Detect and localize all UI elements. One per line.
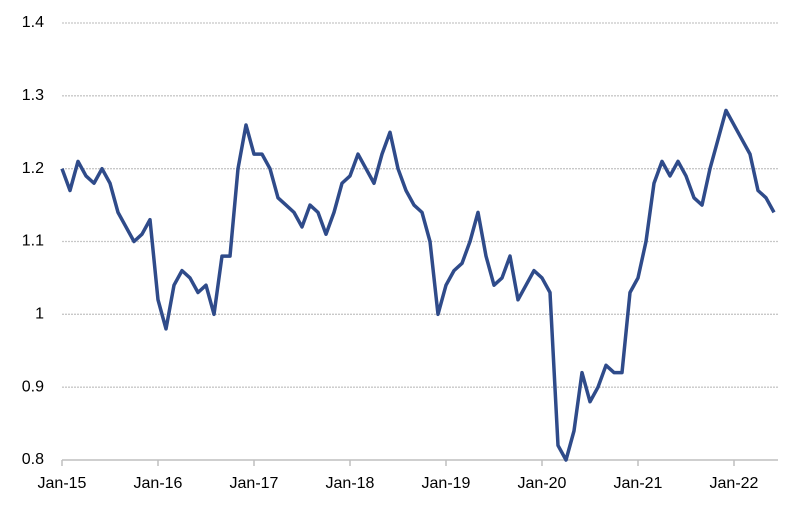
x-tick-label: Jan-19 xyxy=(422,475,471,492)
x-tick-label: Jan-17 xyxy=(230,475,279,492)
x-tick-label: Jan-15 xyxy=(38,475,87,492)
y-tick-label: 1.3 xyxy=(22,87,44,104)
y-tick-label: 1.1 xyxy=(22,233,44,250)
y-tick-label: 0.9 xyxy=(22,378,44,395)
y-tick-label: 0.8 xyxy=(22,451,44,468)
x-tick-label: Jan-18 xyxy=(326,475,375,492)
x-tick-label: Jan-21 xyxy=(614,475,663,492)
y-tick-label: 1.2 xyxy=(22,160,44,177)
line xyxy=(60,108,776,462)
x-tick-label: Jan-16 xyxy=(134,475,183,492)
y-tick-label: 1 xyxy=(35,306,44,323)
y-tick-label: 1.4 xyxy=(22,14,44,31)
x-tick-label: Jan-22 xyxy=(710,475,759,492)
x-tick-label: Jan-20 xyxy=(518,475,567,492)
